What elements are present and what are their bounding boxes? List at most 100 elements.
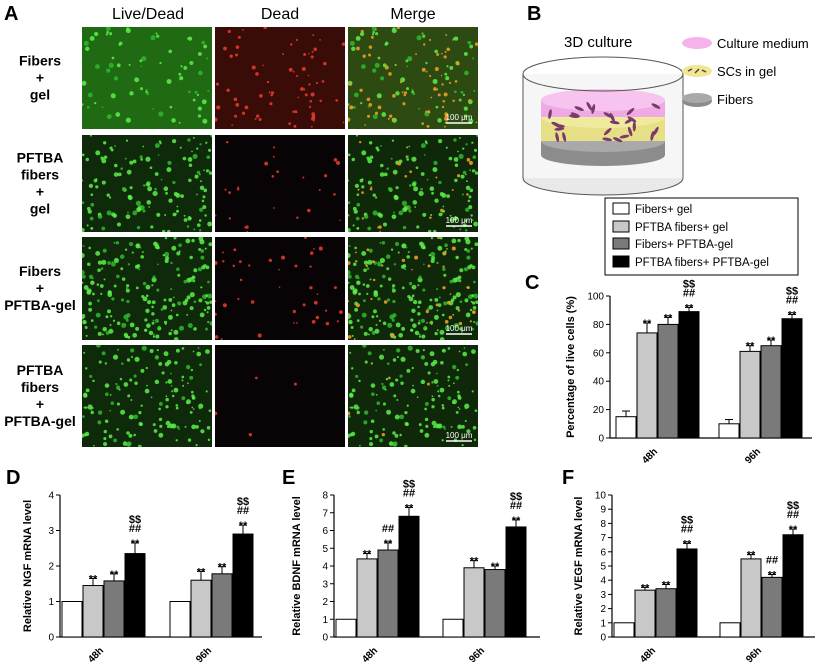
significance-mark: $$ bbox=[787, 500, 799, 512]
x-category-label: 48h bbox=[640, 446, 660, 466]
bar-96h-series-1 bbox=[463, 567, 485, 638]
chart-d-ngf: D 0 1 2 3 4 Relative NGF mRNA level 48h ** ** ** #… bbox=[6, 467, 262, 665]
row-label-3-line-3: PFTBA-gel bbox=[4, 413, 76, 429]
significance-mark: ** bbox=[683, 538, 692, 550]
panel-letter-a: A bbox=[4, 3, 18, 25]
diagram-legend-fibers: Fibers bbox=[717, 92, 754, 107]
panel-letter-b: B bbox=[527, 3, 541, 25]
significance-mark: ** bbox=[470, 556, 479, 568]
fibers-swatch-top bbox=[682, 93, 712, 103]
y-tick-label: 20 bbox=[593, 405, 605, 416]
micrograph-merge-row-2: 100 μm bbox=[348, 237, 478, 340]
scale-bar-label: 100 μm bbox=[446, 113, 473, 122]
micrograph-dead-row-0 bbox=[215, 27, 345, 129]
y-tick-label: 8 bbox=[600, 519, 606, 530]
x-category-label: 48h bbox=[86, 645, 106, 665]
legend-swatch-2 bbox=[612, 237, 630, 250]
significance-mark: ## bbox=[681, 523, 693, 535]
y-tick-label: 10 bbox=[595, 491, 607, 502]
legend-swatch-1 bbox=[612, 220, 630, 233]
bar-96h-series-0 bbox=[442, 618, 464, 638]
y-tick-label: 80 bbox=[593, 320, 605, 331]
row-label-2-line-2: PFTBA-gel bbox=[4, 297, 76, 313]
x-category-label: 96h bbox=[467, 645, 487, 665]
bar-48h-series-2 bbox=[657, 323, 679, 439]
panel-letter-e: E bbox=[282, 467, 295, 489]
y-tick-label: 2 bbox=[600, 604, 606, 615]
row-label-0-line-1: + bbox=[36, 70, 44, 86]
row-label-1-line-1: fibers bbox=[21, 167, 59, 183]
y-tick-label: 5 bbox=[322, 544, 328, 555]
row-label-3-line-0: PFTBA bbox=[17, 362, 64, 378]
bar-48h-series-3 bbox=[678, 311, 700, 439]
bar-48h-series-2 bbox=[377, 549, 399, 638]
bar-96h-series-1 bbox=[740, 558, 762, 638]
y-axis-label: Relative NGF mRNA level bbox=[22, 500, 34, 632]
dish-rim bbox=[522, 56, 684, 92]
panel-letter-f: F bbox=[562, 467, 574, 489]
significance-mark: ** bbox=[767, 335, 776, 347]
significance-mark: $$ bbox=[129, 514, 141, 526]
chart-e-bdnf: E 0 1 2 3 4 5 6 7 8 Relative BDNF mRNA level 48h **… bbox=[282, 467, 540, 665]
y-tick-label: 7 bbox=[600, 533, 606, 544]
significance-mark: ** bbox=[363, 549, 372, 561]
significance-mark: $$ bbox=[683, 278, 695, 290]
bar-96h-series-2 bbox=[760, 345, 782, 439]
y-tick-label: 5 bbox=[600, 562, 606, 573]
y-tick-label: 4 bbox=[322, 562, 328, 573]
bar-48h-series-0 bbox=[613, 622, 635, 638]
row-label-2-line-0: Fibers bbox=[19, 263, 61, 279]
diagram-legend-medium: Culture medium bbox=[717, 36, 809, 51]
micrograph-live-row-2 bbox=[82, 237, 212, 340]
significance-mark: ** bbox=[491, 561, 500, 573]
diagram-legend: Culture medium SCs in gel Fibers bbox=[682, 36, 809, 107]
significance-mark: ** bbox=[789, 524, 798, 536]
bar-96h-series-3 bbox=[782, 534, 804, 638]
legend-entry-3: PFTBA fibers+ PFTBA-gel bbox=[635, 257, 769, 269]
chart-f-vegf: F 0 1 2 3 4 5 6 7 8 9 10 Relative VEGF mRNA level 48… bbox=[562, 467, 815, 665]
significance-mark: ## bbox=[683, 287, 695, 299]
significance-mark: ** bbox=[512, 515, 521, 527]
diagram-legend-scs-in-gel: SCs in gel bbox=[717, 64, 776, 79]
x-category-label: 96h bbox=[194, 645, 214, 665]
significance-mark: ## bbox=[403, 487, 415, 499]
significance-mark: $$ bbox=[403, 478, 415, 490]
bar-48h-series-2 bbox=[655, 588, 677, 638]
significance-mark: ** bbox=[643, 318, 652, 330]
bar-48h-series-1 bbox=[82, 585, 104, 638]
significance-mark: $$ bbox=[237, 496, 249, 508]
y-tick-label: 2 bbox=[48, 562, 54, 573]
schwann-cells bbox=[548, 101, 661, 143]
y-tick-label: 0 bbox=[598, 434, 604, 445]
legend-entry-1: PFTBA fibers+ gel bbox=[635, 222, 728, 234]
column-header-live-dead: Live/Dead bbox=[112, 6, 184, 23]
bar-48h-series-3 bbox=[676, 548, 698, 638]
bar-96h-series-1 bbox=[739, 350, 761, 439]
y-tick-label: 3 bbox=[600, 590, 606, 601]
significance-mark: $$ bbox=[681, 514, 693, 526]
panel-a-micrographs: A Live/Dead Dead Merge Fibers+gelPFTBAfi… bbox=[4, 3, 478, 447]
row-label-1-line-0: PFTBA bbox=[17, 150, 64, 166]
bar-96h-series-2 bbox=[761, 576, 783, 638]
column-header-merge: Merge bbox=[390, 6, 435, 23]
legend-frame bbox=[604, 197, 799, 276]
bar-48h-series-1 bbox=[356, 558, 378, 638]
significance-mark: ** bbox=[747, 550, 756, 562]
bar-96h-series-3 bbox=[781, 318, 803, 439]
medium-layer-top bbox=[541, 89, 665, 111]
row-label-2-line-1: + bbox=[36, 280, 44, 296]
significance-mark: ** bbox=[662, 579, 671, 591]
panel-letter-d: D bbox=[6, 467, 20, 489]
bar-48h-series-1 bbox=[634, 589, 656, 638]
y-tick-label: 0 bbox=[322, 633, 328, 644]
significance-mark: ** bbox=[89, 573, 98, 585]
bar-48h-series-0 bbox=[335, 618, 357, 638]
significance-mark: ** bbox=[218, 562, 227, 574]
scale-bar-label: 100 μm bbox=[446, 216, 473, 225]
y-tick-label: 4 bbox=[48, 491, 54, 502]
panel-a-image-grid: 100 μm 100 μm 100 μm 100 μm bbox=[82, 27, 478, 447]
diagram-title: 3D culture bbox=[564, 34, 632, 51]
bar-96h-series-0 bbox=[169, 601, 191, 638]
x-category-label: 48h bbox=[360, 645, 380, 665]
